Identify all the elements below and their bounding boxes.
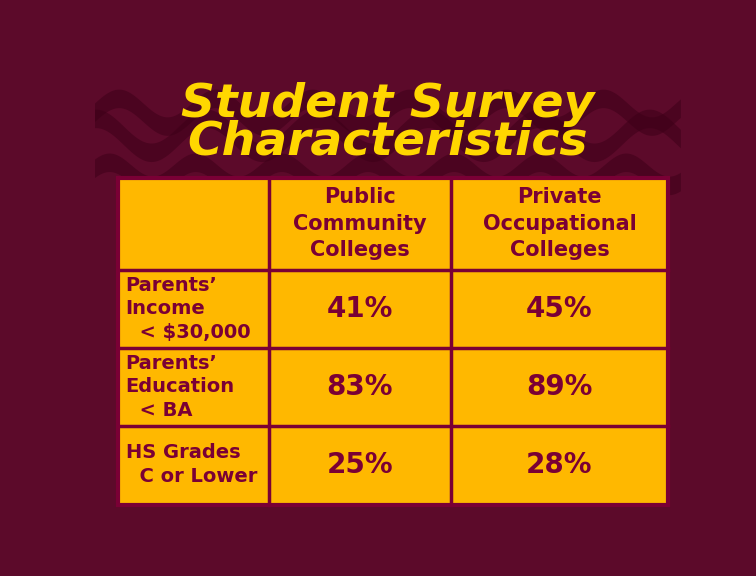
Bar [118,177,668,505]
Text: Parents’
Education
  < BA: Parents’ Education < BA [125,354,234,420]
Text: 45%: 45% [526,295,593,323]
Text: HS Grades
  C or Lower: HS Grades C or Lower [125,444,257,486]
Text: Parents’
Income
  < $30,000: Parents’ Income < $30,000 [125,276,250,342]
Text: 41%: 41% [327,295,393,323]
Text: Private
Occupational
Colleges: Private Occupational Colleges [482,188,637,260]
Text: Characteristics: Characteristics [187,119,587,164]
Text: Student Survey: Student Survey [181,82,594,127]
Text: 25%: 25% [327,450,393,479]
Text: 28%: 28% [526,450,593,479]
Text: Public
Community
Colleges: Public Community Colleges [293,188,426,260]
Text: 83%: 83% [327,373,393,401]
Text: 89%: 89% [526,373,593,401]
